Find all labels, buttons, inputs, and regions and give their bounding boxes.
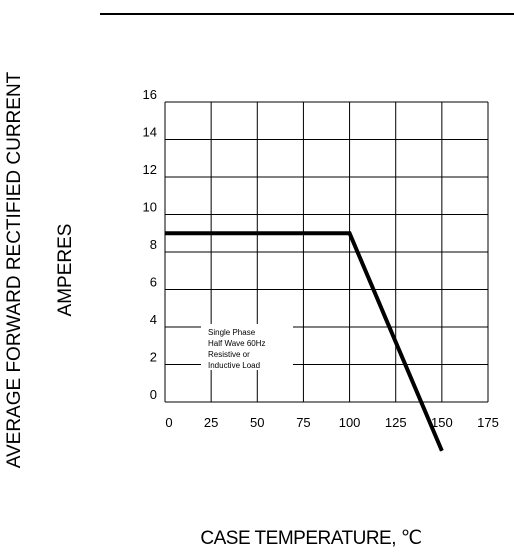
y-tick-label: 14 bbox=[143, 125, 157, 140]
y-tick-label: 6 bbox=[150, 275, 157, 290]
series-point bbox=[441, 450, 443, 452]
y-axis-label-line-1: AVERAGE FORWARD RECTIFIED CURRENT bbox=[4, 71, 25, 468]
series-point bbox=[349, 232, 351, 234]
x-tick-label: 0 bbox=[165, 415, 172, 430]
x-tick-label: 75 bbox=[296, 415, 310, 430]
x-tick-label: 125 bbox=[385, 415, 407, 430]
y-tick-label: 12 bbox=[143, 162, 157, 177]
x-axis-label: CASE TEMPERATURE, ℃ bbox=[200, 528, 421, 549]
x-tick-labels: 0 25 50 75 100 125 150 175 bbox=[165, 415, 498, 430]
x-tick-label: 175 bbox=[477, 415, 499, 430]
annotation-line-4: Inductive Load bbox=[208, 361, 260, 370]
y-tick-label: 16 bbox=[143, 87, 157, 102]
y-tick-labels: 0 2 4 6 8 10 12 14 16 bbox=[143, 87, 157, 402]
y-tick-label: 4 bbox=[150, 312, 157, 327]
x-tick-label: 50 bbox=[250, 415, 264, 430]
x-tick-label: 150 bbox=[431, 415, 453, 430]
y-tick-label: 2 bbox=[150, 350, 157, 365]
annotation-line-2: Half Wave 60Hz bbox=[208, 339, 266, 348]
grid bbox=[164, 101, 489, 403]
y-tick-label: 10 bbox=[143, 200, 157, 215]
x-tick-label: 100 bbox=[339, 415, 361, 430]
y-axis-label-line-2: AMPERES bbox=[55, 224, 76, 317]
y-tick-label: 0 bbox=[150, 387, 157, 402]
y-tick-label: 8 bbox=[150, 237, 157, 252]
series-layer bbox=[164, 231, 444, 452]
annotation-line-3: Resistive or bbox=[208, 350, 250, 359]
x-tick-label: 25 bbox=[204, 415, 218, 430]
top-rule bbox=[100, 13, 514, 15]
annotation-box: Single Phase Half Wave 60Hz Resistive or… bbox=[201, 324, 293, 370]
annotation-background bbox=[201, 324, 293, 370]
series-point bbox=[164, 232, 166, 234]
annotation-line-1: Single Phase bbox=[208, 328, 256, 337]
